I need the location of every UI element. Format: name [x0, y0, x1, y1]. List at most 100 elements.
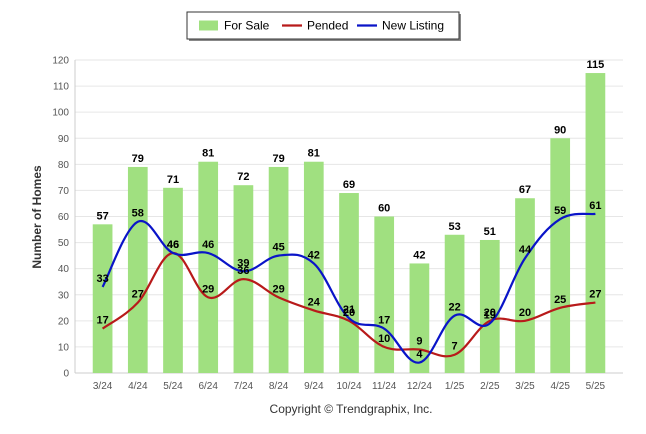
x-tick-label: 3/25 [515, 381, 535, 392]
point-label-pended: 27 [589, 289, 601, 301]
bars-series [92, 73, 606, 374]
point-label-new-listing: 17 [378, 315, 390, 327]
point-label-new-listing: 39 [237, 257, 249, 269]
point-label-new-listing: 21 [343, 304, 355, 316]
x-tick-label: 11/24 [372, 381, 397, 392]
point-label-new-listing: 44 [519, 244, 532, 256]
point-label-pended: 46 [167, 239, 179, 251]
y-tick-label: 80 [58, 160, 70, 171]
point-label-new-listing: 59 [554, 205, 566, 217]
legend: For Sale Pended New Listing [186, 11, 461, 41]
y-tick-label: 10 [58, 342, 70, 353]
line-new-listing [101, 212, 596, 364]
point-label-pended: 20 [343, 307, 355, 319]
axes: 0 10 20 30 40 50 60 70 80 90 100 110 120 3/24 4/24 5/24… [52, 56, 623, 392]
y-tick-label: 60 [58, 212, 70, 223]
legend-swatch-for-sale [199, 20, 218, 31]
bar-value-label: 81 [202, 148, 214, 160]
y-tick-label: 40 [58, 264, 70, 275]
bar-for-sale [479, 239, 500, 373]
x-tick-label: 4/25 [550, 381, 570, 392]
bar-for-sale [444, 234, 465, 373]
bar-value-label: 81 [308, 148, 320, 160]
legend-label-pended: Pended [307, 19, 348, 33]
bar-for-sale [515, 198, 535, 373]
point-label-new-listing: 45 [272, 242, 284, 254]
copyright-footer: Copyright © Trendgraphix, Inc. [270, 402, 433, 416]
point-label-pended: 20 [484, 307, 496, 319]
bar-value-label: 67 [519, 184, 531, 196]
x-tick-label: 6/24 [198, 381, 218, 392]
point-label-new-listing: 42 [308, 249, 320, 261]
line-series [101, 212, 596, 364]
point-label-new-listing: 22 [448, 302, 460, 314]
bar-for-sale [339, 193, 359, 373]
y-tick-label: 100 [52, 108, 69, 119]
y-tick-label: 70 [58, 186, 70, 197]
bar-value-label: 71 [167, 174, 179, 186]
y-tick-label: 120 [52, 56, 69, 67]
point-label-new-listing: 4 [416, 349, 423, 361]
y-tick-label: 0 [63, 369, 69, 380]
bar-for-sale [127, 166, 148, 373]
point-label-pended: 25 [554, 294, 566, 306]
x-tick-label: 10/24 [336, 381, 361, 392]
legend-label-new-listing: New Listing [382, 19, 444, 33]
y-tick-label: 50 [58, 238, 70, 249]
x-tick-label: 5/25 [586, 381, 606, 392]
point-label-new-listing: 61 [589, 200, 601, 212]
point-label-pended: 9 [416, 336, 422, 348]
bar-value-label: 60 [378, 203, 390, 215]
y-tick-label: 20 [58, 316, 70, 327]
y-tick-label: 110 [53, 82, 69, 93]
x-tick-label: 9/24 [304, 381, 324, 392]
bar-value-label: 79 [132, 153, 144, 165]
point-label-new-listing: 46 [167, 239, 179, 251]
point-label-pended: 29 [272, 283, 284, 295]
bar-value-label: 57 [96, 210, 108, 222]
x-tick-label: 8/24 [269, 381, 289, 392]
point-label-new-listing: 33 [96, 273, 108, 285]
bar-for-sale [550, 138, 571, 373]
bar-value-label: 51 [484, 226, 496, 238]
point-label-pended: 36 [237, 265, 249, 277]
bar-value-label: 72 [237, 171, 249, 183]
x-tick-label: 5/24 [163, 381, 183, 392]
bar-for-sale [268, 166, 289, 373]
bar-for-sale [163, 187, 183, 373]
legend-label-for-sale: For Sale [224, 19, 270, 33]
bar-for-sale [585, 73, 606, 374]
bar-value-label: 115 [587, 59, 605, 71]
bar-value-label: 42 [413, 249, 425, 261]
point-label-pended: 24 [308, 296, 321, 308]
point-label-new-listing: 46 [202, 239, 214, 251]
y-tick-label: 30 [58, 290, 70, 301]
bar-value-label: 90 [554, 124, 566, 136]
point-label-pended: 10 [378, 333, 390, 345]
point-label-pended: 29 [202, 283, 214, 295]
x-tick-label: 1/25 [445, 381, 465, 392]
bar-value-label: 69 [343, 179, 355, 191]
x-tick-label: 2/25 [480, 381, 500, 392]
bar-value-label: 79 [272, 153, 284, 165]
point-label-new-listing: 58 [132, 208, 144, 220]
bar-for-sale [303, 161, 324, 373]
point-label-pended: 20 [519, 307, 531, 319]
point-label-new-listing: 19 [484, 309, 496, 321]
bar-value-label: 53 [448, 221, 460, 233]
y-axis-label: Number of Homes [30, 165, 44, 269]
bar-for-sale [409, 263, 430, 373]
x-tick-label: 4/24 [128, 381, 148, 392]
bar-for-sale [92, 224, 113, 373]
x-tick-label: 7/24 [234, 381, 254, 392]
point-label-pended: 27 [132, 289, 144, 301]
line-pended [101, 251, 596, 358]
x-tick-label: 3/24 [93, 381, 113, 392]
y-tick-label: 90 [58, 134, 70, 145]
x-tick-label: 12/24 [407, 381, 432, 392]
point-label-pended: 17 [96, 315, 108, 327]
point-label-pended: 7 [452, 341, 458, 353]
